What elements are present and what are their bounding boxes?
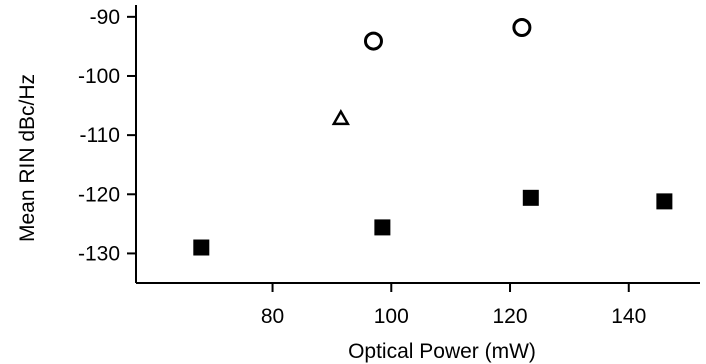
- x-tick-label: 80: [261, 305, 284, 328]
- axes: [135, 5, 700, 284]
- data-point-square: [374, 219, 391, 236]
- y-tick-label: -120: [78, 183, 120, 206]
- data-point-square: [656, 193, 673, 210]
- y-ticks: -90 -100 -110 -120 -130: [78, 6, 136, 265]
- y-axis-title: Mean RIN dBc/Hz: [16, 74, 39, 242]
- data-point-square: [522, 189, 539, 206]
- y-tick-label: -110: [80, 124, 120, 147]
- x-tick-label: 100: [374, 305, 409, 328]
- x-tick-label: 120: [492, 305, 527, 328]
- data-point-triangle: [331, 109, 350, 126]
- data-points: [193, 17, 673, 256]
- y-tick-label: -100: [78, 65, 120, 88]
- y-tick-label: -130: [78, 242, 120, 265]
- data-point-square: [193, 239, 210, 256]
- x-ticks: 80 100 120 140: [261, 283, 646, 328]
- x-axis-title: Optical Power (mW): [348, 340, 536, 363]
- y-tick-label: -90: [90, 6, 120, 29]
- data-point-circle: [363, 31, 383, 51]
- x-tick-label: 140: [611, 305, 646, 328]
- data-point-circle: [512, 17, 532, 37]
